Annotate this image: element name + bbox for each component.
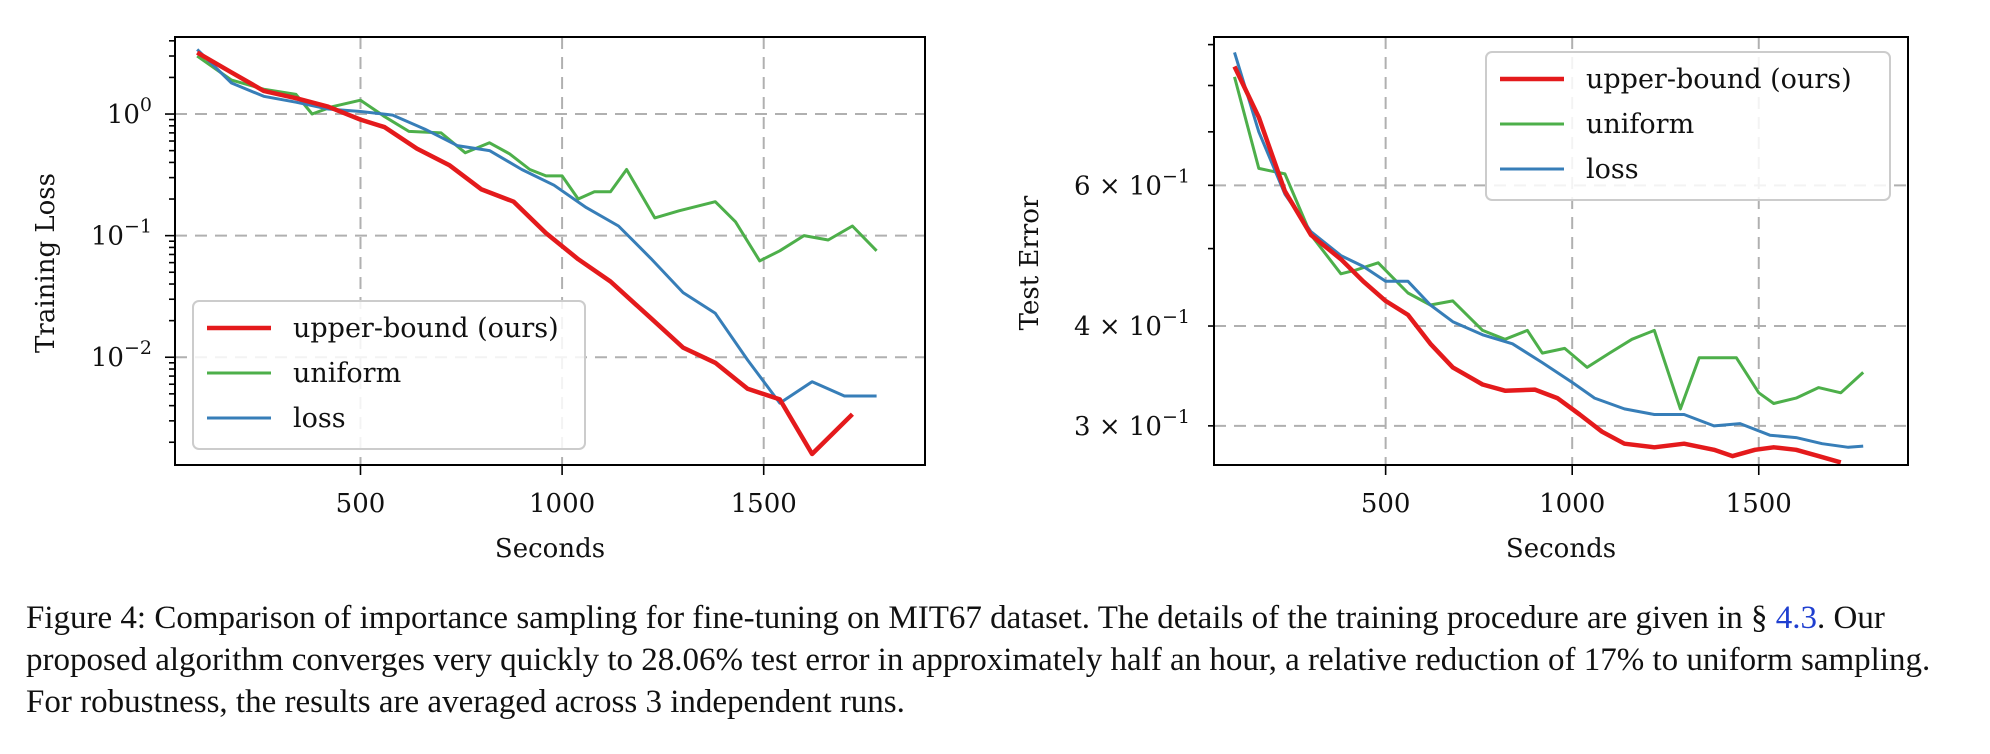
series-line-loss bbox=[1233, 51, 1864, 449]
x-axis-label: Seconds bbox=[495, 534, 605, 564]
x-axis-label: Seconds bbox=[1506, 534, 1616, 564]
x-tick-label: 1500 bbox=[731, 489, 797, 519]
series-line-uniform bbox=[196, 54, 878, 263]
figure-caption: Figure 4: Comparison of importance sampl… bbox=[26, 597, 1976, 723]
series-line-loss bbox=[196, 48, 877, 405]
legend-label-loss: loss bbox=[1586, 154, 1639, 185]
x-tick-label: 500 bbox=[336, 489, 386, 519]
plot-frame bbox=[1213, 36, 1909, 466]
series-line-upper-bound-ours bbox=[1232, 65, 1842, 465]
legend-label-uniform: uniform bbox=[1586, 109, 1694, 140]
figure-canvas: 500 1000 1500 100 10−1 10−2 Seconds Training Lo… bbox=[31, 36, 1909, 564]
caption-text-b: . Our proposed algorithm converges very … bbox=[26, 600, 1931, 720]
y-tick-label: 100 bbox=[107, 94, 152, 130]
series-line-upper-bound-ours bbox=[196, 50, 854, 457]
caption-label: Figure 4: bbox=[26, 600, 147, 636]
caption-section-link[interactable]: 4.3 bbox=[1775, 600, 1818, 636]
legend-label-loss: loss bbox=[293, 403, 346, 434]
y-tick-label: 3 × 10−1 bbox=[1074, 406, 1190, 442]
x-tick-label: 1000 bbox=[1539, 489, 1605, 519]
legend-box bbox=[1485, 51, 1891, 201]
x-tick-label: 1000 bbox=[529, 489, 595, 519]
legend-label-upper-bound-ours: upper-bound (ours) bbox=[1586, 64, 1852, 95]
x-tick-label: 1500 bbox=[1726, 489, 1792, 519]
y-tick-label: 4 × 10−1 bbox=[1074, 306, 1190, 342]
y-tick-label: 10−2 bbox=[91, 337, 152, 373]
legend: upper-bound (ours) uniform loss bbox=[192, 300, 586, 450]
chart-panel-test-error: 500 1000 1500 6 × 10−1 4 × 10−1 3 × 10−1 Secon… bbox=[1015, 36, 1909, 564]
y-axis-label: Training Loss bbox=[31, 173, 61, 353]
legend: upper-bound (ours) uniform loss bbox=[1485, 51, 1891, 201]
legend-label-uniform: uniform bbox=[293, 358, 401, 389]
legend-label-upper-bound-ours: upper-bound (ours) bbox=[293, 313, 559, 344]
legend-box bbox=[192, 300, 586, 450]
caption-text-a: Comparison of importance sampling for fi… bbox=[146, 600, 1776, 636]
x-tick-label: 500 bbox=[1361, 489, 1411, 519]
y-tick-label: 10−1 bbox=[91, 216, 152, 252]
y-tick-label: 6 × 10−1 bbox=[1074, 165, 1190, 201]
chart-panel-training-loss: 500 1000 1500 100 10−1 10−2 Seconds Training Lo… bbox=[31, 36, 926, 564]
y-axis-label: Test Error bbox=[1015, 195, 1045, 330]
plot-frame bbox=[174, 36, 926, 466]
